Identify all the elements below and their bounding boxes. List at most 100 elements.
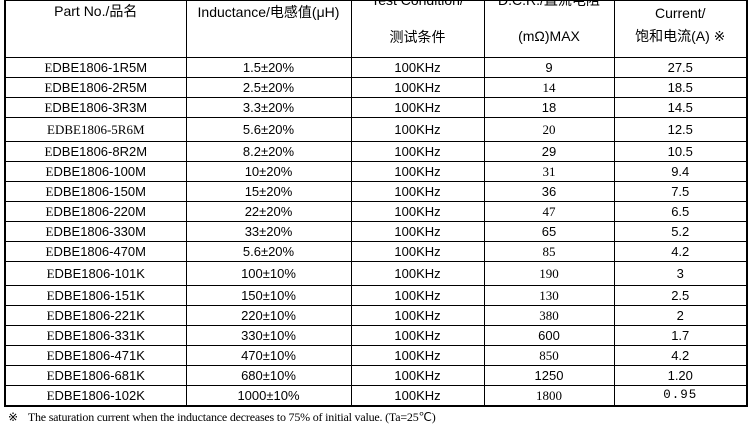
test-condition-cell: 100KHz (350, 141, 485, 162)
table-row: EDBE1806-151K 150±10% 100KHz 130 2.5 (4, 285, 748, 306)
table-row: EDBE1806-330M 33±20% 100KHz 65 5.2 (4, 221, 748, 242)
part-no-cell: EDBE1806-470M (4, 241, 187, 262)
footnote-marker: ※ (8, 410, 18, 424)
table-row: EDBE1806-1R5M 1.5±20% 100KHz 9 27.5 (4, 57, 748, 78)
part-no-cell: EDBE1806-330M (4, 221, 187, 242)
footnote-text: The saturation current when the inductan… (27, 410, 436, 424)
test-condition-cell: 100KHz (350, 241, 485, 262)
table-row: EDBE1806-5R6M 5.6±20% 100KHz 20 12.5 (4, 117, 748, 142)
current-cell: 4.2 (613, 241, 748, 262)
dcr-cell: 1800 (483, 385, 615, 406)
part-no-cell: EDBE1806-471K (4, 345, 187, 366)
dcr-cell: 130 (483, 285, 615, 306)
test-condition-cell: 100KHz (350, 345, 485, 366)
header-current-label-cn: 饱和电流(A) ※ (635, 28, 726, 44)
test-condition-cell: 100KHz (350, 385, 485, 406)
test-condition-cell: 100KHz (350, 161, 485, 182)
current-cell: 12.5 (613, 117, 748, 142)
test-condition-cell: 100KHz (350, 57, 485, 78)
test-condition-cell: 100KHz (350, 325, 485, 346)
current-cell: 5.2 (613, 221, 748, 242)
spec-table-body: EDBE1806-1R5M 1.5±20% 100KHz 9 27.5 EDBE1806-… (4, 57, 748, 406)
dcr-cell: 380 (483, 305, 615, 326)
header-test-condition-label-en: Test Condition/ (352, 2, 483, 9)
inductance-cell: 22±20% (185, 201, 352, 222)
current-cell: 10.5 (613, 141, 748, 162)
table-row: EDBE1806-3R3M 3.3±20% 100KHz 18 14.5 (4, 97, 748, 118)
inductance-cell: 8.2±20% (185, 141, 352, 162)
dcr-cell: 14 (483, 77, 615, 98)
current-cell: 18.5 (613, 77, 748, 98)
inductance-cell: 220±10% (185, 305, 352, 326)
dcr-cell: 85 (483, 241, 615, 262)
current-cell: 27.5 (613, 57, 748, 78)
current-cell: 3 (613, 261, 748, 286)
header-inductance-label: Inductance/电感值(μH) (197, 4, 340, 20)
part-no-cell: EDBE1806-220M (4, 201, 187, 222)
inductance-cell: 5.6±20% (185, 241, 352, 262)
column-header-part-no: Part No./品名 (4, 0, 187, 58)
test-condition-cell: 100KHz (350, 285, 485, 306)
part-no-cell: EDBE1806-681K (4, 365, 187, 386)
test-condition-cell: 100KHz (350, 181, 485, 202)
inductance-cell: 3.3±20% (185, 97, 352, 118)
table-row: EDBE1806-101K 100±10% 100KHz 190 3 (4, 261, 748, 286)
current-cell: 0.95 (613, 385, 748, 406)
header-row: Part No./品名 Inductance/电感值(μH) Test Cond… (4, 0, 748, 58)
table-row: EDBE1806-681K 680±10% 100KHz 1250 1.20 (4, 365, 748, 386)
inductance-cell: 470±10% (185, 345, 352, 366)
part-no-cell: EDBE1806-102K (4, 385, 187, 406)
dcr-cell: 29 (483, 141, 615, 162)
part-no-cell: EDBE1806-221K (4, 305, 187, 326)
current-cell: 1.20 (613, 365, 748, 386)
current-cell: 6.5 (613, 201, 748, 222)
current-cell: 1.7 (613, 325, 748, 346)
dcr-cell: 36 (483, 181, 615, 202)
test-condition-cell: 100KHz (350, 77, 485, 98)
current-cell: 2 (613, 305, 748, 326)
test-condition-cell: 100KHz (350, 201, 485, 222)
inductance-cell: 2.5±20% (185, 77, 352, 98)
test-condition-cell: 100KHz (350, 117, 485, 142)
test-condition-cell: 100KHz (350, 261, 485, 286)
column-header-test-condition: Test Condition/ 测试条件 (350, 0, 485, 58)
dcr-cell: 31 (483, 161, 615, 182)
dcr-cell: 20 (483, 117, 615, 142)
current-cell: 2.5 (613, 285, 748, 306)
part-no-cell: EDBE1806-8R2M (4, 141, 187, 162)
table-row: EDBE1806-102K 1000±10% 100KHz 1800 0.95 (4, 385, 748, 406)
column-header-current: Current/ 饱和电流(A) ※ (613, 0, 748, 58)
footnote: ※ The saturation current when the inducta… (8, 410, 436, 425)
dcr-cell: 850 (483, 345, 615, 366)
part-no-cell: EDBE1806-331K (4, 325, 187, 346)
dcr-cell: 9 (483, 57, 615, 78)
table-row: EDBE1806-220M 22±20% 100KHz 47 6.5 (4, 201, 748, 222)
inductance-cell: 5.6±20% (185, 117, 352, 142)
test-condition-cell: 100KHz (350, 305, 485, 326)
header-dcr-label: D.C.R./直流电阻 (485, 2, 613, 9)
dcr-cell: 65 (483, 221, 615, 242)
test-condition-cell: 100KHz (350, 365, 485, 386)
table-row: EDBE1806-8R2M 8.2±20% 100KHz 29 10.5 (4, 141, 748, 162)
inductance-cell: 1000±10% (185, 385, 352, 406)
part-no-cell: EDBE1806-2R5M (4, 77, 187, 98)
header-dcr-unit-label: (mΩ)MAX (518, 28, 580, 44)
table-row: EDBE1806-2R5M 2.5±20% 100KHz 14 18.5 (4, 77, 748, 98)
table-row: EDBE1806-470M 5.6±20% 100KHz 85 4.2 (4, 241, 748, 262)
inductance-cell: 150±10% (185, 285, 352, 306)
current-cell: 4.2 (613, 345, 748, 366)
inductance-cell: 330±10% (185, 325, 352, 346)
inductance-cell: 680±10% (185, 365, 352, 386)
part-no-cell: EDBE1806-5R6M (4, 117, 187, 142)
table-row: EDBE1806-100M 10±20% 100KHz 31 9.4 (4, 161, 748, 182)
part-no-cell: EDBE1806-151K (4, 285, 187, 306)
column-header-dcr: D.C.R./直流电阻 (mΩ)MAX (483, 0, 615, 58)
header-part-no-label: Part No./品名 (54, 3, 138, 19)
dcr-cell: 600 (483, 325, 615, 346)
test-condition-cell: 100KHz (350, 97, 485, 118)
column-header-inductance: Inductance/电感值(μH) (185, 0, 352, 58)
inductance-cell: 33±20% (185, 221, 352, 242)
inductance-cell: 1.5±20% (185, 57, 352, 78)
table-row: EDBE1806-471K 470±10% 100KHz 850 4.2 (4, 345, 748, 366)
inductance-cell: 100±10% (185, 261, 352, 286)
